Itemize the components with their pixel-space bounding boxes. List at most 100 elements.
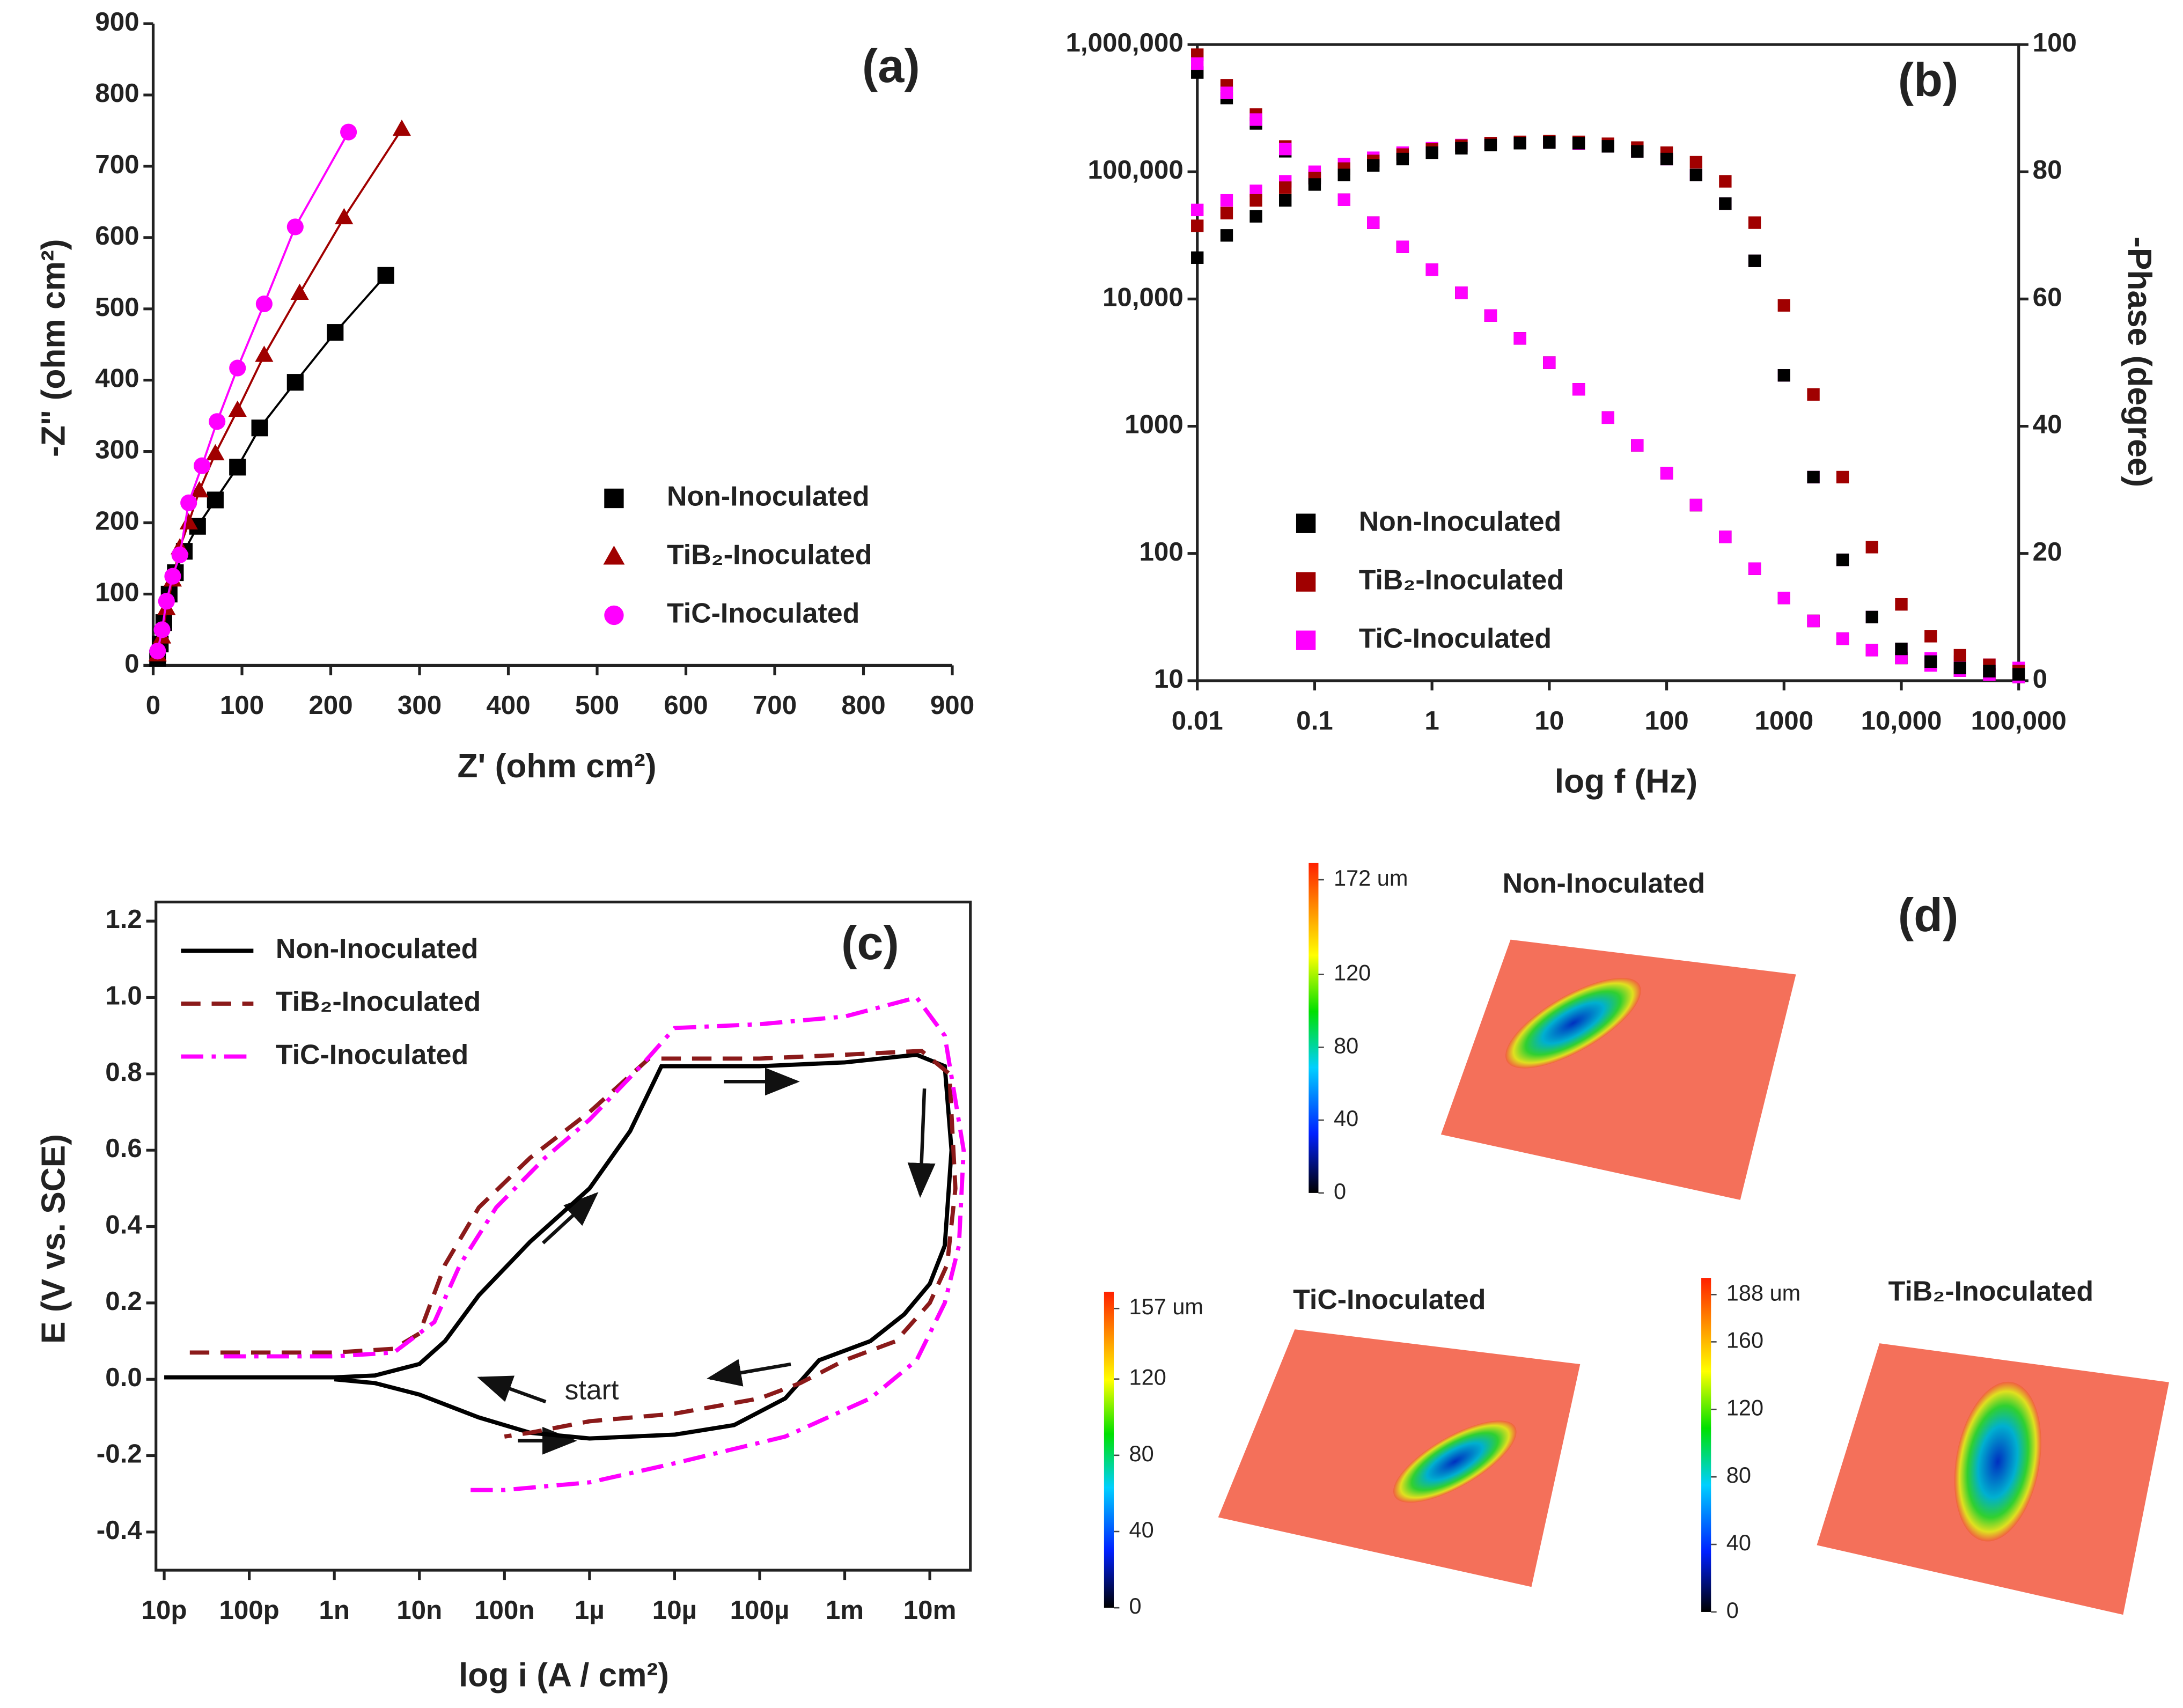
x-tick-label: 0.01: [1172, 706, 1223, 735]
x-tick-label: 10,000: [1861, 706, 1942, 735]
panel-label: (c): [841, 916, 899, 969]
y-tick-label: 600: [95, 221, 139, 251]
colorbar-label: 157 um: [1129, 1294, 1203, 1319]
x-tick-label: 100,000: [1971, 706, 2067, 735]
x-tick-label: 400: [486, 690, 530, 720]
marker: [1543, 356, 1556, 369]
annotation: start: [564, 1374, 619, 1405]
x-tick-label: 200: [308, 690, 352, 720]
colorbar-label: 120: [1334, 960, 1371, 985]
marker: [1777, 299, 1790, 312]
marker: [1308, 178, 1321, 191]
legend-label: Non-Inoculated: [667, 481, 870, 512]
marker: [1719, 175, 1732, 188]
y-tick-label: 100: [1140, 537, 1184, 566]
marker: [1484, 309, 1497, 322]
legend-label: TiB₂-Inoculated: [1359, 564, 1564, 595]
marker: [286, 218, 304, 235]
x-tick-label: 100n: [474, 1595, 534, 1625]
marker: [1220, 207, 1233, 219]
legend-swatch: [1296, 630, 1316, 650]
x-tick-label: 10m: [903, 1595, 957, 1625]
marker: [286, 374, 304, 391]
marker: [1191, 57, 1204, 70]
marker: [1191, 219, 1204, 232]
marker: [1249, 194, 1262, 207]
marker: [1631, 439, 1644, 452]
marker: [1367, 159, 1380, 172]
legend-label: TiC-Inoculated: [667, 598, 859, 629]
marker: [1748, 216, 1761, 229]
x-tick-label: 1000: [1754, 706, 1813, 735]
x-tick-label: 100µ: [730, 1595, 790, 1625]
marker: [2012, 668, 2025, 681]
marker: [251, 419, 268, 437]
legend-swatch: [1296, 513, 1316, 533]
marker: [377, 267, 394, 284]
y-tick-label: 0.8: [105, 1057, 142, 1087]
marker: [1572, 137, 1585, 150]
marker: [1543, 136, 1556, 149]
y2-tick-label: 0: [2033, 664, 2047, 694]
series-line: [156, 131, 350, 652]
colorbar-label: 160: [1726, 1327, 1763, 1352]
y-tick-label: 0.2: [105, 1286, 142, 1316]
marker: [392, 119, 411, 136]
marker: [1396, 152, 1409, 166]
marker: [1924, 655, 1937, 668]
marker: [1719, 531, 1732, 543]
x-tick-label: 500: [575, 690, 619, 720]
y-axis-label: E (V vs. SCE): [35, 1134, 72, 1344]
colorbar-label: 0: [1726, 1597, 1739, 1623]
marker: [1455, 142, 1468, 155]
pit: [1393, 1420, 1517, 1503]
marker: [1337, 168, 1350, 181]
pit: [1954, 1381, 2041, 1542]
x-tick-label: 1m: [826, 1595, 864, 1625]
y-tick-label: 1.2: [105, 904, 142, 934]
marker: [340, 123, 357, 141]
y2-tick-label: 100: [2033, 28, 2077, 57]
y-tick-label: 900: [95, 7, 139, 36]
legend-label: TiC-Inoculated: [276, 1039, 468, 1070]
y-tick-label: 100,000: [1088, 155, 1184, 185]
colorbar-label: 172 um: [1334, 865, 1408, 890]
curve: [189, 1049, 958, 1439]
legend-label: TiB₂-Inoculated: [667, 539, 872, 570]
x-tick-label: 800: [841, 690, 885, 720]
colorbar-label: 0: [1129, 1593, 1142, 1618]
x-tick-label: 100p: [219, 1595, 279, 1625]
marker: [1660, 152, 1673, 166]
arrow: [707, 1359, 791, 1387]
curve: [164, 1052, 954, 1441]
marker: [1689, 498, 1703, 512]
colorbar-label: 40: [1334, 1106, 1358, 1131]
marker: [180, 494, 197, 511]
marker: [1631, 145, 1644, 158]
y-tick-label: 500: [95, 292, 139, 322]
marker: [1220, 86, 1233, 99]
marker: [1513, 137, 1526, 150]
marker: [1953, 649, 1966, 662]
y2-tick-label: 20: [2033, 537, 2062, 566]
x-tick-label: 100: [220, 690, 264, 720]
marker: [1777, 369, 1790, 382]
y2-axis-label: -Phase (degree): [2121, 237, 2158, 487]
y-tick-label: 0.4: [105, 1210, 142, 1240]
marker: [1425, 263, 1438, 276]
y-tick-label: 800: [95, 78, 139, 108]
colorbar-label: 80: [1334, 1033, 1358, 1058]
marker: [1249, 113, 1262, 126]
x-tick-label: 1: [1424, 706, 1439, 735]
marker: [229, 359, 246, 377]
marker: [1836, 632, 1849, 645]
marker: [206, 444, 225, 461]
legend-label: Non-Inoculated: [1359, 505, 1562, 536]
panel-label: (b): [1898, 53, 1959, 106]
marker: [1865, 541, 1878, 554]
y-tick-label: 10,000: [1102, 282, 1184, 312]
legend-label: TiB₂-Inoculated: [276, 986, 481, 1017]
panel-c-arrows: [477, 1068, 936, 1455]
marker: [1953, 661, 1966, 674]
